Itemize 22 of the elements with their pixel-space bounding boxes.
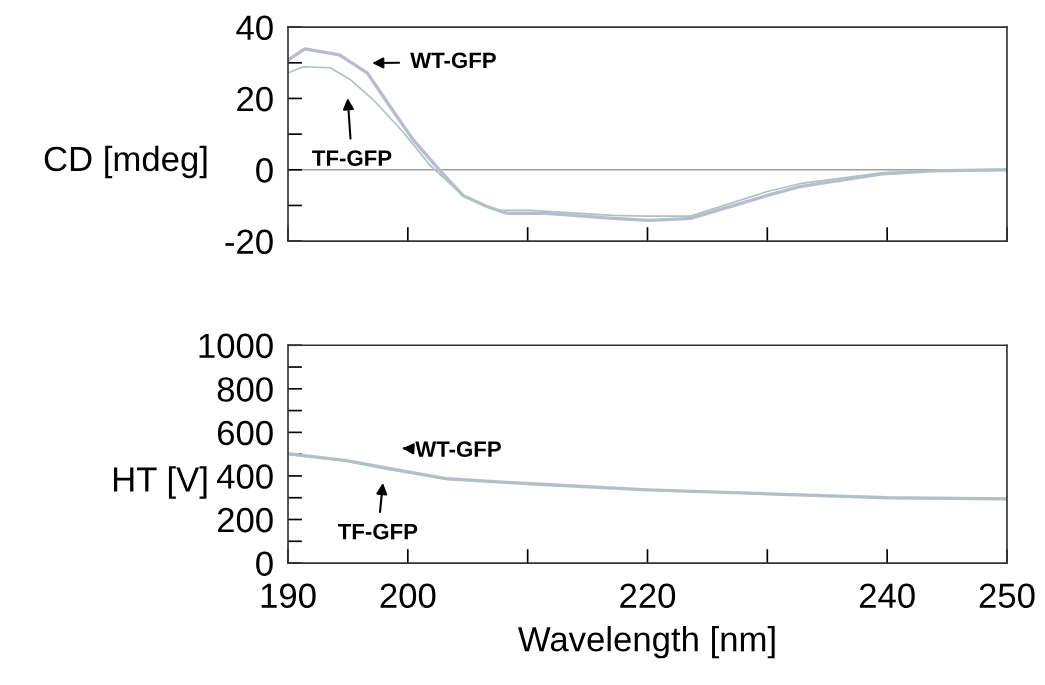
y-tick-label: 0 [256, 158, 273, 183]
y-axis-title: HT [V] [113, 466, 207, 499]
y-tick-label: 600 [217, 420, 273, 446]
y-tick-label: 40 [236, 15, 273, 41]
y-tick-label: 1000 [199, 333, 273, 359]
x-axis-title: Wavelength [nm] [518, 625, 775, 659]
y-tick-label: -20 [225, 229, 273, 255]
x-tick-label: 200 [380, 583, 436, 609]
y-tick-label: 20 [237, 86, 273, 112]
x-tick-label: 190 [261, 583, 316, 609]
annotation: WT-GFP [415, 441, 501, 458]
x-tick-label: 250 [979, 583, 1035, 609]
y-tick-label: 0 [256, 551, 273, 576]
annotation: TF-GFP [312, 150, 392, 166]
y-tick-label: 800 [217, 377, 273, 402]
x-tick-label: 240 [859, 583, 915, 609]
annotation: WT-GFP [410, 52, 496, 69]
y-axis-title: CD [mdeg] [44, 145, 207, 179]
y-tick-label: 200 [217, 507, 273, 533]
x-tick-label: 220 [620, 583, 676, 609]
y-tick-label: 400 [216, 464, 273, 489]
annotation: TF-GFP [338, 523, 418, 540]
